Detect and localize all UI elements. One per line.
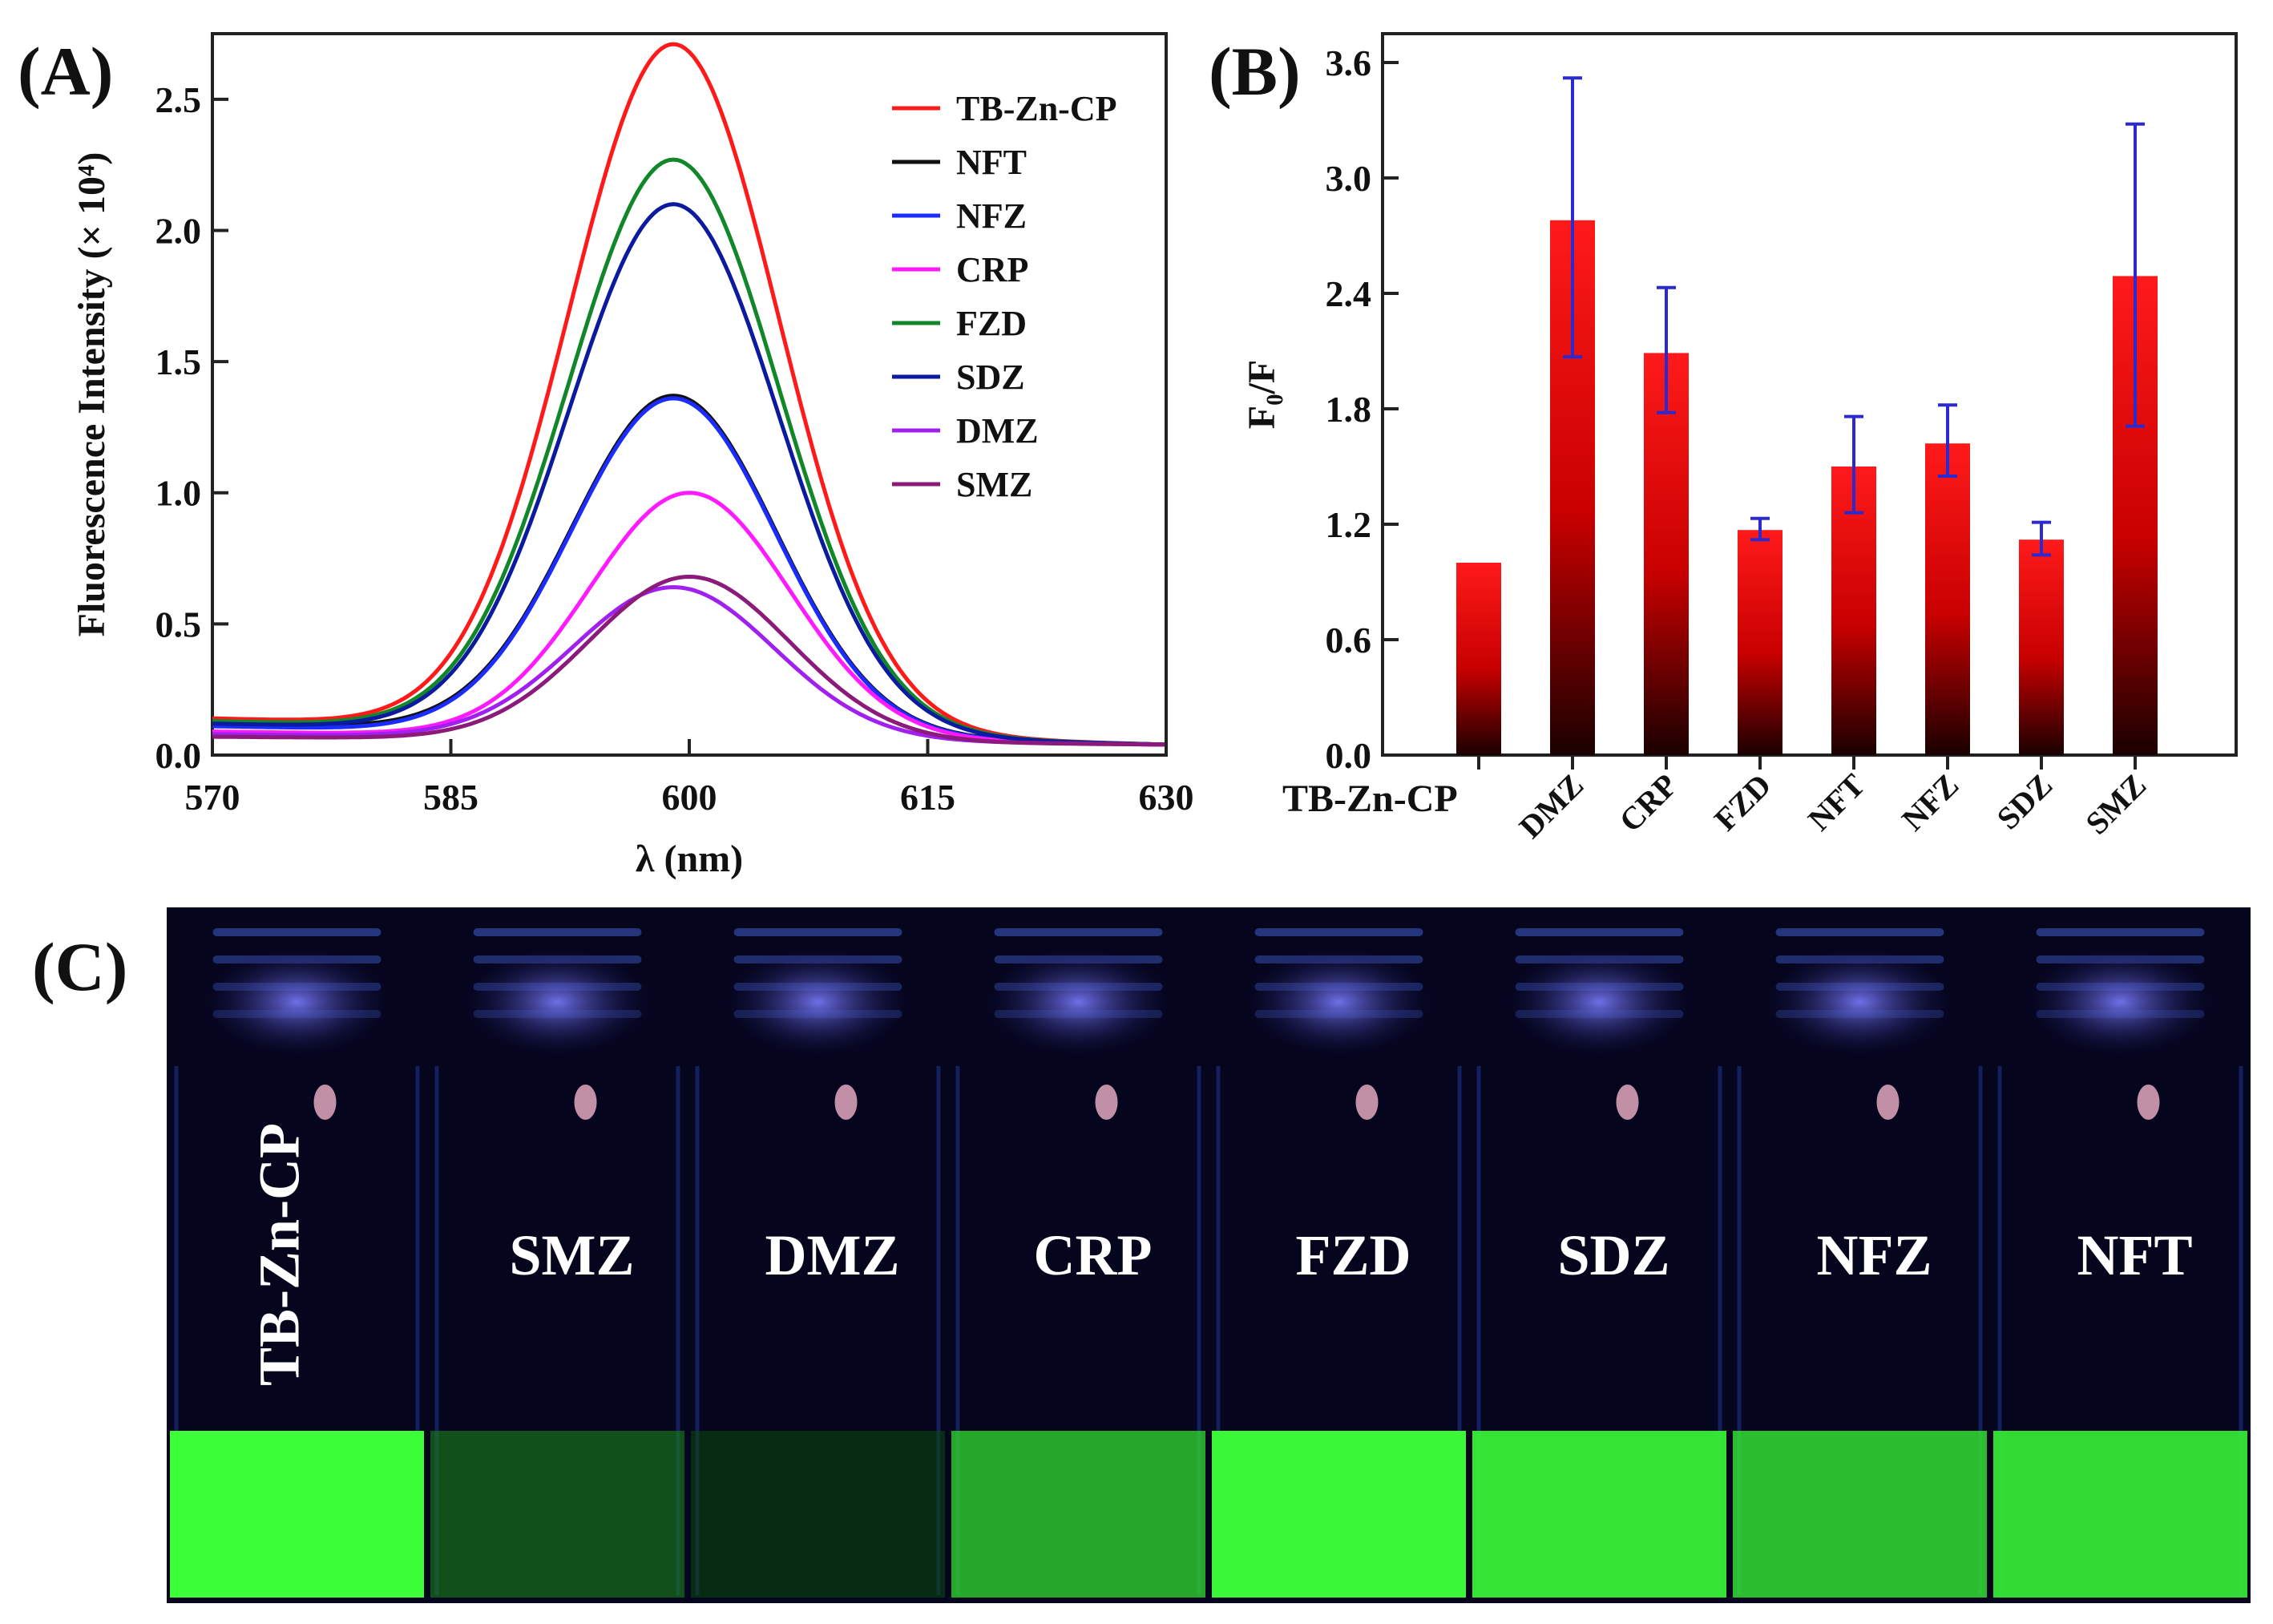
panel-b-bar-chart: (B) 0.0 0.6 1.2 1.8 2.4 3.0 3.6 TB-Zn-CP DMZ CRP… [1209, 32, 2238, 845]
vial-label: SMZ [509, 1223, 634, 1287]
y-tick-label: 1.2 [1326, 504, 1372, 545]
panel-a-y-ticks: 0.0 0.5 1.0 1.5 2.0 2.5 [155, 79, 228, 776]
panel-a-curves [212, 42, 1167, 747]
category-label: NFT [1801, 766, 1872, 838]
panel-b-plot-frame [1381, 32, 2238, 757]
vial-label: SDZ [1557, 1223, 1669, 1287]
x-tick-label: 615 [900, 777, 955, 818]
panel-c-letter: (C) [32, 928, 127, 1005]
vial-dmz: DMZ [691, 928, 945, 1598]
bar-crp [1644, 353, 1689, 755]
vial-nfz: NFZ [1733, 928, 1987, 1598]
panel-b-y-axis-title: F₀/F [1241, 360, 1283, 429]
y-tick-label: 0.0 [1326, 735, 1372, 776]
y-tick-label: 2.0 [155, 210, 202, 251]
panel-a-x-axis-title: λ (nm) [636, 838, 743, 880]
panel-a-y-axis-title: Fluorescence Intensity (× 10⁴) [71, 152, 113, 637]
bar-tb-zn-cp [1456, 563, 1501, 755]
y-tick-label: 2.4 [1326, 273, 1372, 314]
bar-fzd [1738, 530, 1782, 755]
x-tick-label: 600 [662, 777, 717, 818]
y-tick-label: 1.8 [1326, 389, 1372, 430]
panel-b-letter: (B) [1209, 33, 1301, 110]
x-tick-label: 570 [185, 777, 240, 818]
vial-label: CRP [1034, 1223, 1153, 1287]
spectrum-line-sdz [212, 202, 1167, 747]
y-tick-label: 1.5 [155, 341, 202, 382]
vial-liquid [1212, 1431, 1466, 1598]
vial-nft: NFT [1993, 928, 2247, 1598]
legend-label: SMZ [956, 465, 1032, 504]
vial-smz: SMZ [430, 928, 684, 1598]
bar-sdz [2019, 539, 2064, 755]
category-label: CRP [1612, 767, 1684, 839]
panel-a-x-ticks: 570 585 600 615 630 [185, 739, 1194, 818]
category-label: SDZ [1990, 767, 2060, 837]
vial-liquid [951, 1431, 1205, 1598]
panel-b-y-ticks: 0.0 0.6 1.2 1.8 2.4 3.0 3.6 [1326, 42, 1399, 776]
legend-label: NFT [956, 143, 1027, 182]
panel-a-legend: TB-Zn-CP NFT NFZ CRP FZD SDZ DMZ SMZ [892, 89, 1116, 504]
vial-sdz: SDZ [1472, 928, 1726, 1598]
category-label: SMZ [2078, 767, 2153, 842]
vial-liquid [170, 1431, 424, 1598]
vial-liquid [1472, 1431, 1726, 1598]
spectrum-line-crp [212, 491, 1167, 747]
vial-crp: CRP [951, 928, 1205, 1598]
y-tick-label: 3.0 [1326, 158, 1372, 199]
panel-b-bars [1456, 76, 2158, 770]
vial-liquid [1733, 1431, 1987, 1598]
y-tick-label: 0.6 [1326, 620, 1372, 661]
vial-label: NFZ [1817, 1223, 1932, 1287]
legend-label: NFZ [956, 196, 1027, 236]
vial-label: DMZ [765, 1223, 900, 1287]
y-tick-label: 0.5 [155, 604, 202, 644]
category-label: FZD [1707, 767, 1778, 838]
panel-a-letter: (A) [18, 33, 113, 110]
vial-label: TB-Zn-CP [248, 1123, 312, 1386]
x-tick-label: 630 [1139, 777, 1194, 818]
category-label: TB-Zn-CP [1282, 778, 1458, 820]
y-tick-label: 0.0 [155, 735, 202, 776]
vial-liquid [430, 1431, 684, 1598]
panel-c-photo: (C) TB-Zn-CP SMZ DMZ CRP FZD SDZ NFZ NFT [32, 907, 2251, 1603]
vial-row: TB-Zn-CP SMZ DMZ CRP FZD SDZ NFZ NFT [170, 928, 2247, 1598]
legend-label: TB-Zn-CP [956, 89, 1116, 128]
panel-b-category-labels: TB-Zn-CP DMZ CRP FZD NFT NFZ SDZ SMZ [1282, 766, 2153, 845]
legend-label: DMZ [956, 411, 1039, 450]
y-tick-label: 3.6 [1326, 42, 1372, 83]
vial-tb-zn-cp: TB-Zn-CP [170, 928, 424, 1598]
y-tick-label: 1.0 [155, 473, 202, 514]
spectrum-line-smz [212, 574, 1166, 747]
vial-liquid [691, 1431, 945, 1598]
legend-label: SDZ [956, 358, 1025, 397]
y-tick-label: 2.5 [155, 79, 202, 120]
category-label: DMZ [1512, 767, 1591, 846]
vial-fzd: FZD [1212, 928, 1466, 1598]
spectrum-line-fzd [212, 157, 1167, 747]
bar-nfz [1925, 443, 1970, 755]
panel-a-spectra-chart: (A) 570 585 600 615 630 0.0 0.5 1.0 1.5 2.0 2.5 T… [18, 32, 1194, 880]
vial-label: FZD [1296, 1223, 1411, 1287]
x-tick-label: 585 [423, 777, 478, 818]
legend-label: CRP [956, 250, 1028, 289]
vial-liquid [1993, 1431, 2247, 1598]
legend-label: FZD [956, 304, 1027, 343]
vial-label: NFT [2077, 1223, 2193, 1287]
bar-nft [1831, 467, 1876, 755]
category-label: NFZ [1895, 767, 1965, 838]
